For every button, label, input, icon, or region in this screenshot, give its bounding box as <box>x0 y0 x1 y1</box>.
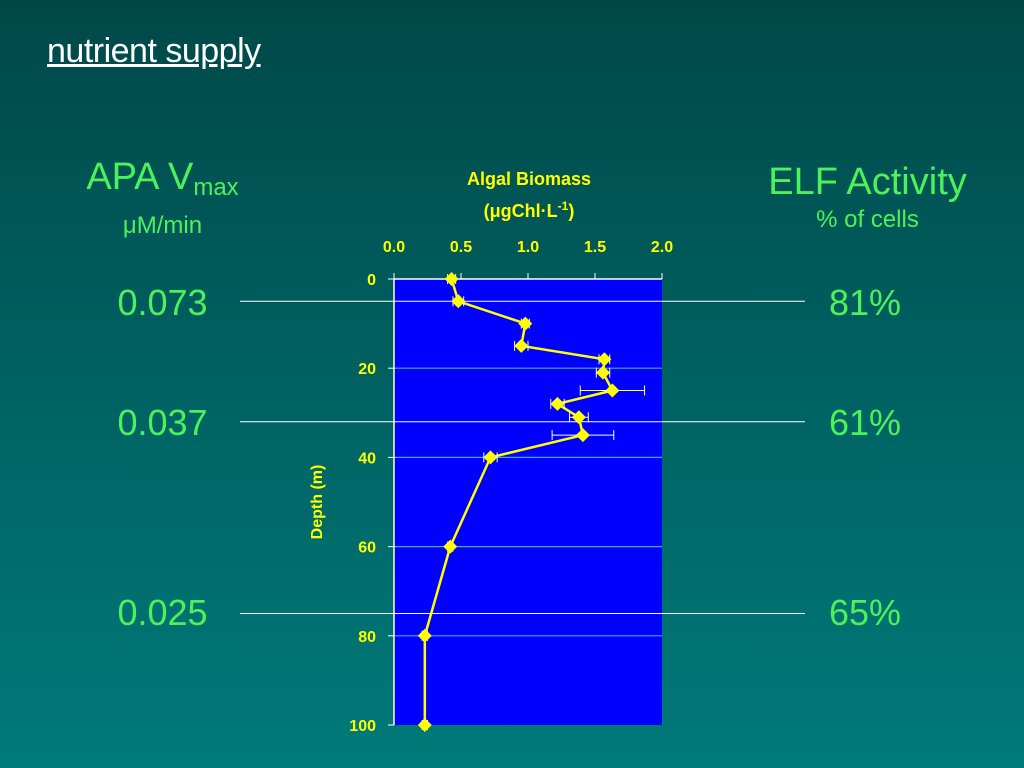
apa-value-1: 0.073 <box>117 282 208 323</box>
y-tick-label-100: 100 <box>349 718 376 735</box>
y-tick-label-80: 80 <box>358 629 376 646</box>
chart-title: Algal Biomass <box>467 169 591 189</box>
plot-area <box>394 279 662 725</box>
x-tick-label-0.0: 0.0 <box>383 239 405 256</box>
axes: 0 20 40 60 80 100 0.0 0.5 1.0 1.5 2.0 <box>349 239 673 735</box>
y-axis-label: Depth (m) <box>309 465 326 540</box>
data-point-8 <box>571 410 586 425</box>
y-tick-label-0: 0 <box>367 272 376 289</box>
data-point-9 <box>575 428 590 443</box>
data-point-11 <box>443 539 458 554</box>
apa-heading: APA Vmax <box>60 155 265 210</box>
data-point-12 <box>417 628 432 643</box>
elf-value-1: 81% <box>828 282 902 323</box>
elf-value-2: 61% <box>828 402 902 443</box>
data-point-3 <box>514 338 529 353</box>
y-tick-label-20: 20 <box>358 361 376 378</box>
y-tick-label-60: 60 <box>358 540 376 557</box>
x-axis-label-sup: -1 <box>558 199 569 213</box>
slide-title: nutrient supply <box>47 32 261 70</box>
data-point-5 <box>596 365 611 380</box>
elf-header: ELF Activity % of cells <box>740 160 995 234</box>
apa-value-3: 0.025 <box>117 592 208 633</box>
x-tick-label-2.0: 2.0 <box>651 239 673 256</box>
x-axis-label-end: ) <box>568 201 574 221</box>
data-point-0 <box>444 272 459 286</box>
data-point-4 <box>597 352 612 367</box>
x-tick-label-1.0: 1.0 <box>517 239 539 256</box>
data-point-2 <box>518 316 533 331</box>
apa-unit: μM/min <box>122 212 203 239</box>
x-axis-label-main: (μgChl·L <box>484 201 558 221</box>
elf-heading: ELF Activity <box>768 161 967 203</box>
x-tick-label-0.5: 0.5 <box>450 239 472 256</box>
x-tick-label-1.5: 1.5 <box>584 239 606 256</box>
elf-value-3: 65% <box>828 592 902 633</box>
apa-heading-sub: max <box>193 174 239 201</box>
elf-unit: % of cells <box>816 206 919 233</box>
data-point-13 <box>417 718 432 732</box>
apa-header: APA Vmax μM/min <box>60 155 265 240</box>
gridlines <box>394 367 662 637</box>
y-tick-label-40: 40 <box>358 450 376 467</box>
apa-value-2: 0.037 <box>117 402 208 443</box>
series-biomass <box>417 272 646 732</box>
reference-lines <box>240 300 805 614</box>
data-point-7 <box>550 396 565 411</box>
x-axis-label: (μgChl·L-1) <box>484 199 575 221</box>
data-point-1 <box>451 294 466 309</box>
apa-heading-main: APA V <box>86 156 194 198</box>
data-point-10 <box>483 450 498 465</box>
data-point-6 <box>605 383 620 398</box>
